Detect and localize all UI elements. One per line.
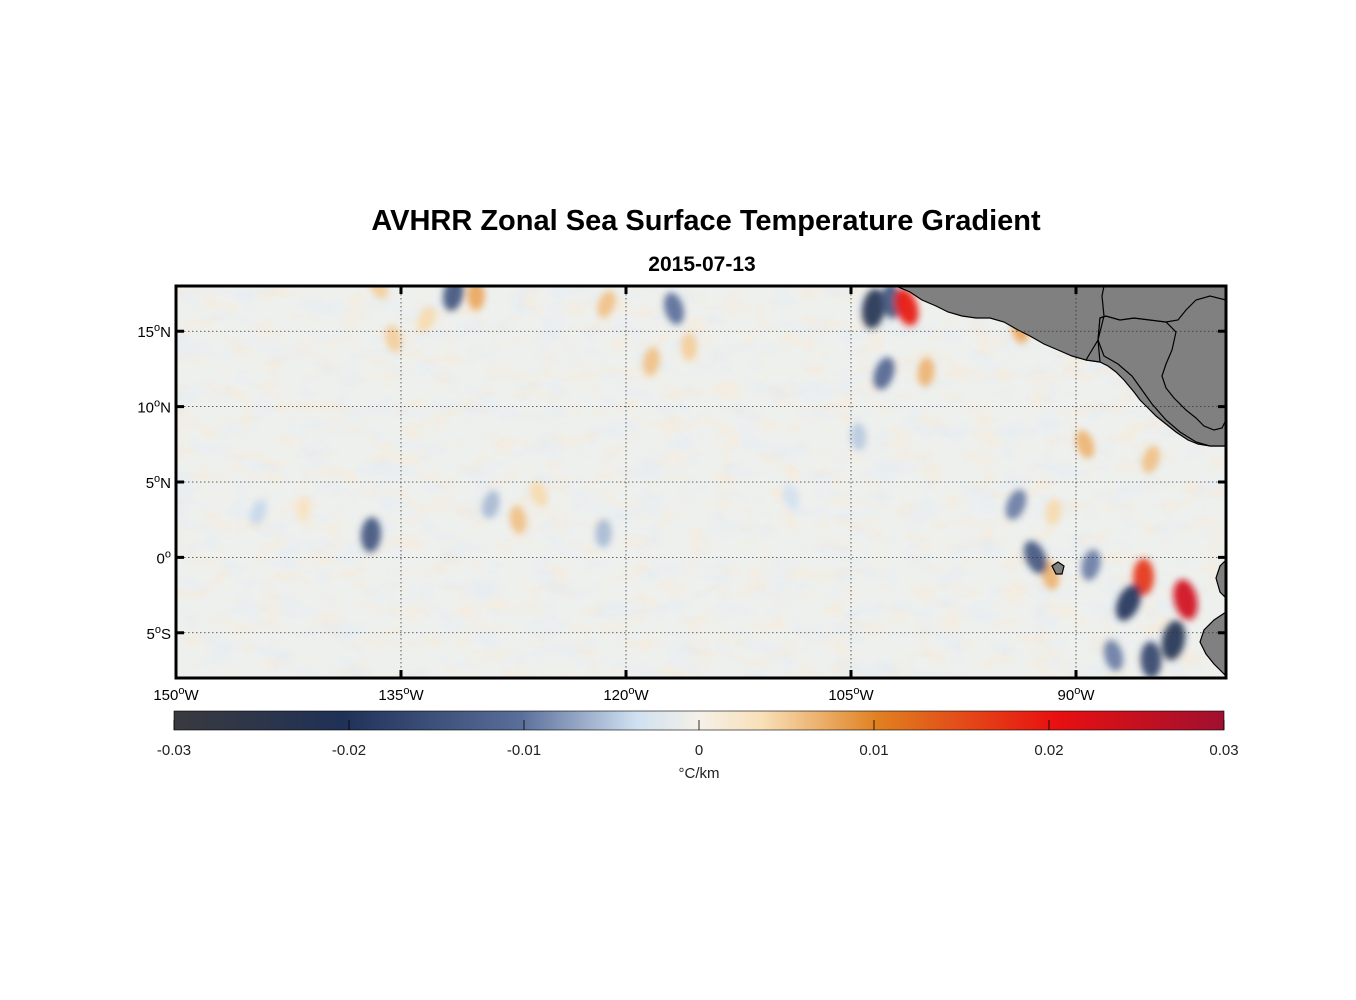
colorbar: -0.03 -0.02 -0.01 0 0.01 0.02 0.03 °C/km — [157, 710, 1239, 782]
gradient-feature — [509, 505, 527, 534]
gradient-feature — [643, 347, 660, 376]
lon-tick-label: 105oW — [828, 685, 874, 704]
lat-tick-label: 10oN — [137, 398, 171, 417]
latitude-axis: 15oN 10oN 5oN 0o 5oS — [137, 322, 1226, 643]
gradient-feature — [917, 357, 935, 387]
gradient-feature — [894, 288, 919, 326]
lat-tick-label: 5oS — [147, 624, 171, 643]
land-galapagos — [1051, 561, 1065, 575]
gradient-feature — [595, 519, 612, 548]
lat-tick-label: 15oN — [137, 322, 171, 341]
longitude-axis: 150oW 135oW 120oW 105oW 90oW — [153, 286, 1095, 704]
gradient-feature — [782, 484, 800, 510]
gradient-feature — [530, 481, 548, 507]
gradient-feature — [443, 286, 464, 311]
gradient-feature — [680, 332, 698, 361]
gradient-feature — [360, 517, 382, 553]
gradient-feature — [861, 288, 886, 329]
gradient-feature — [467, 286, 485, 311]
colorbar-tick-label: 0.02 — [1034, 742, 1063, 759]
map-title: AVHRR Zonal Sea Surface Temperature Grad… — [371, 205, 1041, 237]
lon-tick-label: 150oW — [153, 685, 199, 704]
gradient-feature — [1173, 579, 1198, 620]
gradient-feature — [296, 496, 311, 522]
gradient-feature — [1023, 540, 1048, 574]
sst-gradient-map — [176, 286, 1226, 678]
gradient-feature — [385, 325, 402, 353]
gradient-feature — [1115, 584, 1142, 621]
colorbar-tick-label: 0 — [695, 742, 703, 759]
gradient-feature — [249, 499, 268, 525]
gradient-feature — [850, 423, 867, 451]
gradient-feature — [417, 306, 436, 332]
land-yucatan-north — [1085, 286, 1226, 363]
map-subtitle: 2015-07-13 — [648, 253, 756, 276]
lon-tick-label: 90oW — [1058, 685, 1096, 704]
colorbar-ticks: -0.03 -0.02 -0.01 0 0.01 0.02 0.03 — [157, 720, 1239, 759]
gradient-feature — [1142, 445, 1160, 474]
lon-tick-label: 135oW — [378, 685, 424, 704]
lon-tick-label: 120oW — [603, 685, 649, 704]
gradient-feature — [1103, 639, 1124, 671]
colorbar-units: °C/km — [679, 765, 720, 782]
colorbar-tick-label: -0.03 — [157, 742, 191, 759]
gradient-feature — [1045, 498, 1062, 526]
gradient-feature — [1140, 641, 1162, 678]
colorbar-tick-label: 0.03 — [1209, 742, 1238, 759]
gradient-feature — [1005, 489, 1027, 520]
gradient-feature — [1133, 558, 1154, 596]
gradient-feature — [873, 357, 895, 390]
gradient-feature — [1161, 620, 1186, 661]
gradient-feature — [482, 490, 500, 519]
lat-tick-label: 5oN — [146, 473, 171, 492]
gradient-feature — [1075, 430, 1095, 459]
gradient-feature — [597, 290, 616, 318]
gridlines — [176, 286, 1226, 678]
colorbar-tick-label: -0.01 — [507, 742, 541, 759]
colorbar-tick-label: -0.02 — [332, 742, 366, 759]
gradient-feature — [1081, 549, 1101, 581]
gradient-feature — [663, 292, 685, 325]
colorbar-tick-label: 0.01 — [859, 742, 888, 759]
lat-tick-label: 0o — [157, 548, 171, 567]
